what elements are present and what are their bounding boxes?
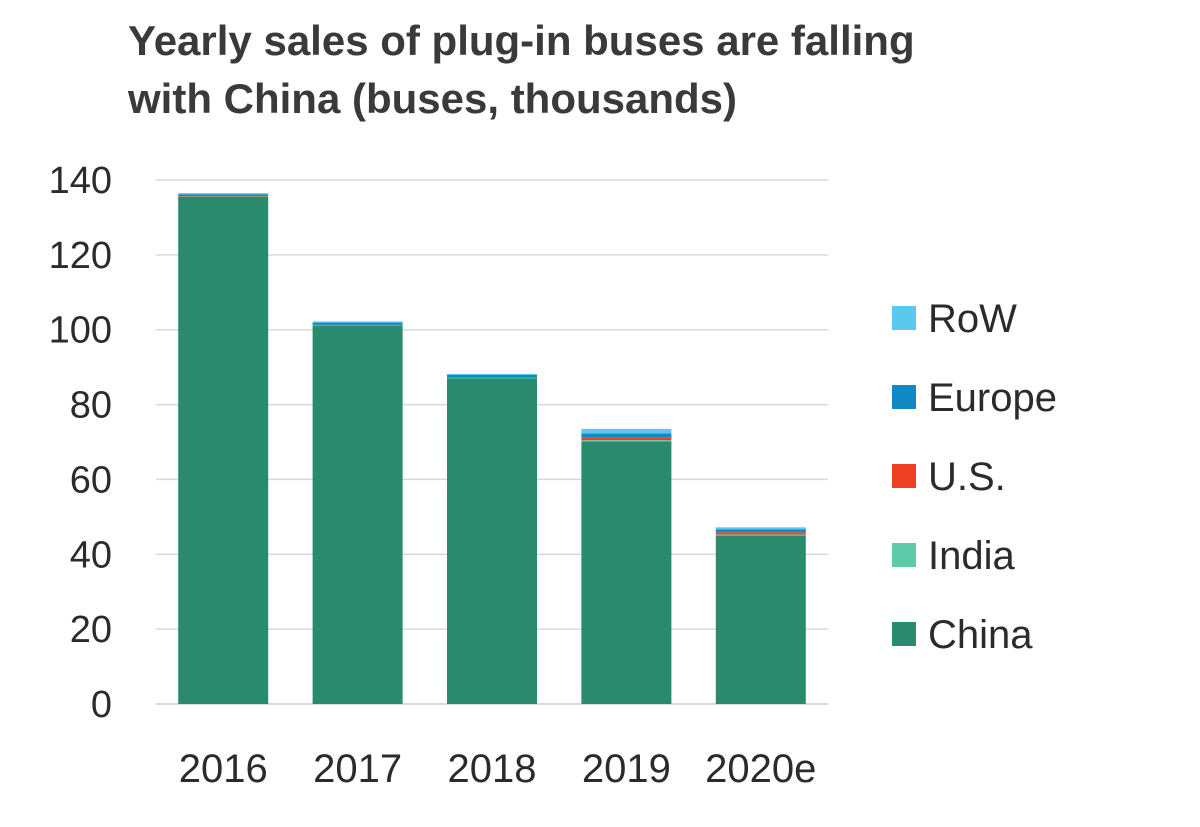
bar-2019-row xyxy=(581,428,672,434)
bar-2017-us xyxy=(312,324,403,326)
y-tick-label: 60 xyxy=(70,459,112,501)
x-category-label: 2020e xyxy=(705,747,816,791)
bar-2016-china xyxy=(178,196,269,705)
bar-2020e-india xyxy=(715,534,806,536)
y-tick-label: 40 xyxy=(70,534,112,576)
y-tick-label: 140 xyxy=(49,160,112,202)
legend-swatch-china xyxy=(892,622,916,646)
bar-2016-europe xyxy=(178,194,269,197)
x-category-label: 2017 xyxy=(313,747,402,791)
bar-2017-europe xyxy=(312,322,403,325)
bar-2018-row xyxy=(447,373,537,376)
bar-2019-india xyxy=(581,440,672,442)
bar-2020e-us xyxy=(715,532,806,535)
x-category-label: 2016 xyxy=(179,747,268,791)
bar-2018-europe xyxy=(447,375,537,378)
bar-2016-india xyxy=(178,196,269,197)
chart-title-line-2: with China (buses, thousands) xyxy=(128,75,738,122)
bar-2020e-europe xyxy=(715,529,806,533)
chart-title-line-1: Yearly sales of plug-in buses are fallin… xyxy=(128,17,915,64)
x-category-label: 2018 xyxy=(448,747,537,791)
legend-swatch-europe xyxy=(892,385,916,409)
chart-title: Yearly sales of plug-in buses are fallin… xyxy=(128,12,1128,128)
y-tick-label: 120 xyxy=(49,235,112,277)
bar-2018-china xyxy=(447,378,537,704)
x-category-label: 2019 xyxy=(582,747,671,791)
bar-2016-row xyxy=(178,193,269,195)
y-tick-label: 100 xyxy=(49,310,112,352)
legend-swatch-row xyxy=(892,306,916,330)
bar-2017-china xyxy=(312,325,403,704)
legend: RoW Europe U.S. India China xyxy=(892,297,1057,657)
legend-label: India xyxy=(928,534,1015,578)
bar-2019-china xyxy=(581,441,672,704)
bar-2019-europe xyxy=(581,433,672,438)
legend-label: U.S. xyxy=(928,455,1006,499)
legend-label: RoW xyxy=(928,297,1017,341)
legend-swatch-india xyxy=(892,543,916,567)
y-tick-label: 0 xyxy=(91,684,112,726)
bar-2020e-china xyxy=(715,535,806,704)
bar-2018-india xyxy=(447,377,537,379)
y-tick-label: 80 xyxy=(70,385,112,427)
bars xyxy=(178,193,806,705)
y-axis-tick-labels: 0 20 40 60 80 100 120 140 xyxy=(49,160,112,726)
bar-2017-row xyxy=(312,321,403,323)
bar-2016-us xyxy=(178,196,269,197)
bar-2020e-row xyxy=(715,527,806,530)
bar-2019-us xyxy=(581,437,672,441)
x-axis-category-labels: 2016 2017 2018 2019 2020e xyxy=(179,747,817,791)
bar-2018-us xyxy=(447,377,537,378)
legend-swatch-us xyxy=(892,464,916,488)
legend-label: China xyxy=(928,613,1033,657)
bar-2017-india xyxy=(312,325,403,327)
legend-label: Europe xyxy=(928,376,1057,420)
y-tick-label: 20 xyxy=(70,609,112,651)
